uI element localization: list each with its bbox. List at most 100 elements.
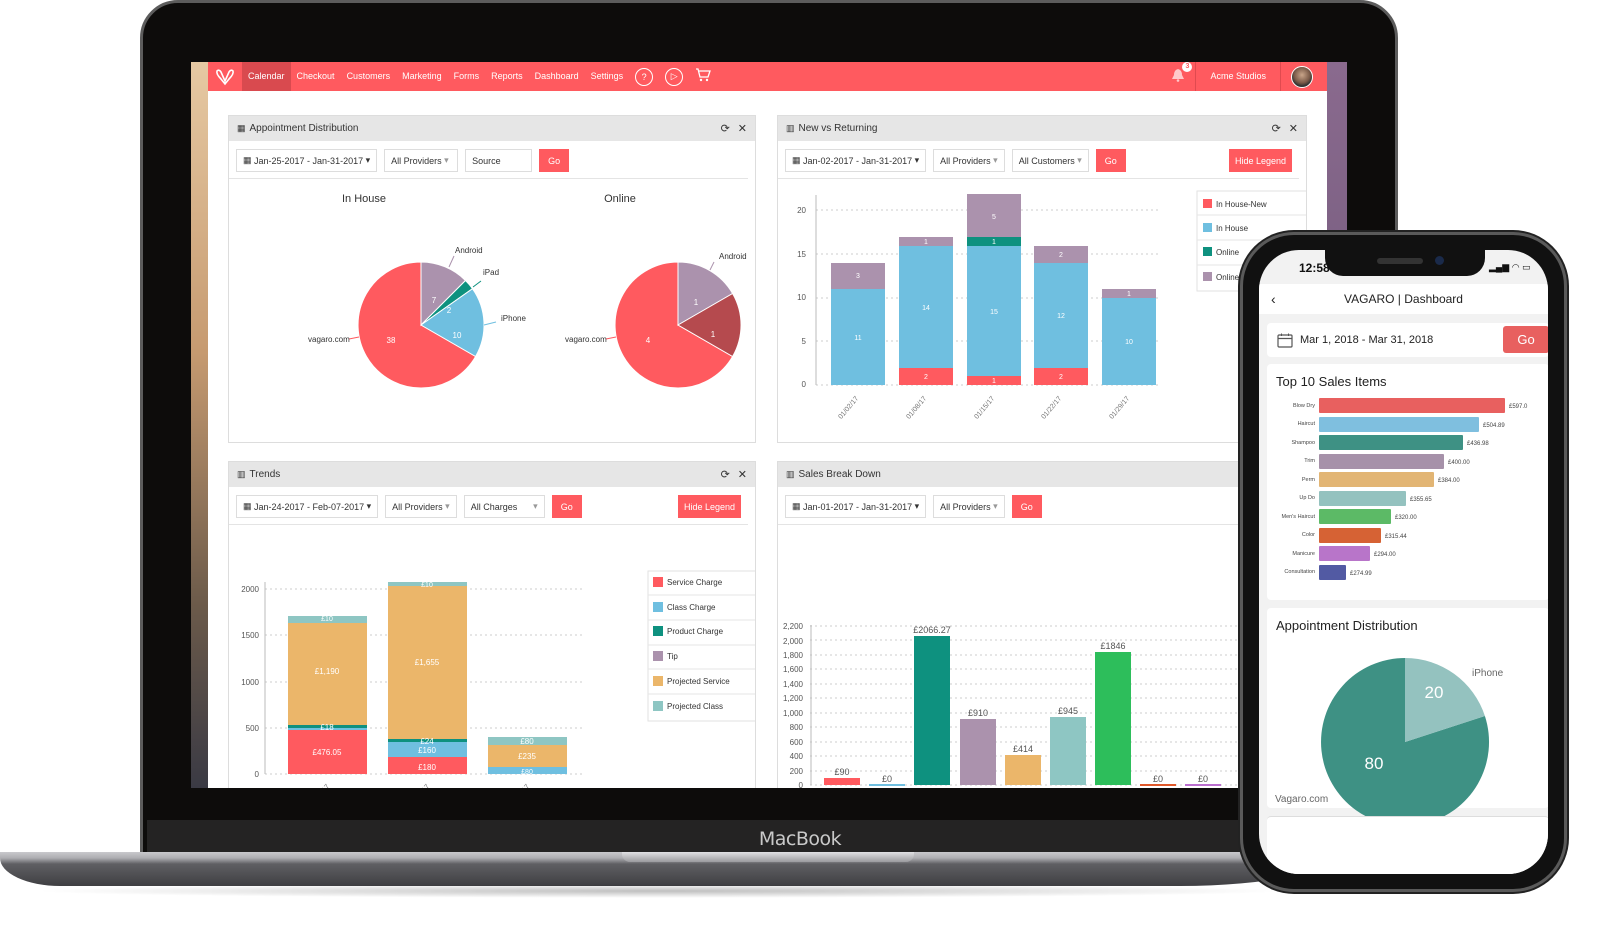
svg-text:15: 15 [797, 250, 806, 259]
phone-screen: 12:58 ▂▄▆ ◠ ▭ ‹ VAGARO | Dashboard Mar 1… [1259, 250, 1548, 874]
svg-text:Service Charge: Service Charge [667, 578, 723, 587]
phone-date-range[interactable]: Mar 1, 2018 - Mar 31, 2018 Go [1267, 323, 1548, 357]
svg-text:£80: £80 [521, 769, 533, 776]
svg-text:£476.05: £476.05 [313, 748, 342, 757]
hide-legend-button[interactable]: Hide Legend [677, 495, 741, 518]
bar-chart-icon: ▥ [786, 469, 795, 479]
trends-panel: ▥ Trends ⟳ ✕ ▦ Jan-24-2017 - Feb-07-2017 … [228, 461, 757, 788]
svg-text:Projected Service: Projected Service [667, 677, 730, 686]
svg-text:01/24/17: 01/24/17 [308, 783, 331, 788]
nav-forms[interactable]: Forms [453, 71, 480, 81]
svg-text:£910: £910 [968, 708, 988, 718]
date-range-picker[interactable]: ▦ Jan-25-2017 - Jan-31-2017 ▾ [236, 149, 378, 172]
go-button[interactable]: Go [551, 495, 582, 518]
svg-text:1,800: 1,800 [783, 651, 804, 660]
go-button[interactable]: Go [1095, 149, 1126, 172]
svg-text:2,000: 2,000 [783, 637, 804, 646]
customers-dropdown[interactable]: All Customers ▾ [1011, 149, 1089, 172]
nav-calendar[interactable]: Calendar [242, 62, 291, 91]
svg-text:Online: Online [1216, 273, 1240, 282]
help-icon[interactable]: ? [635, 67, 654, 86]
nav-checkout[interactable]: Checkout [296, 71, 335, 81]
svg-text:Online: Online [1216, 248, 1240, 257]
refresh-icon[interactable]: ⟳ [1271, 123, 1281, 135]
svg-text:Shampoo: Shampoo [1291, 440, 1315, 446]
svg-text:01/22/17: 01/22/17 [1040, 395, 1063, 420]
appointment-distribution-card: Appointment Distribution 20 80 iPhone Va… [1267, 608, 1548, 826]
date-range-picker[interactable]: ▦ Jan-01-2017 - Jan-31-2017 ▾ [785, 495, 927, 518]
refresh-icon[interactable]: ⟳ [720, 123, 730, 135]
svg-text:1,200: 1,200 [783, 694, 804, 703]
svg-text:Product Charge: Product Charge [667, 627, 724, 636]
hide-legend-button[interactable]: Hide Legend [1228, 149, 1292, 172]
svg-text:£0: £0 [1153, 774, 1163, 784]
svg-text:1500: 1500 [241, 631, 259, 640]
play-icon[interactable]: ▷ [665, 67, 684, 86]
svg-text:400: 400 [790, 752, 804, 761]
svg-text:£2066.27: £2066.27 [913, 625, 951, 635]
charges-dropdown[interactable]: All Charges ▾ [463, 495, 545, 518]
go-button[interactable]: Go [539, 149, 570, 172]
back-chevron-icon[interactable]: ‹ [1271, 291, 1276, 307]
chart-title-in-house: In House [342, 193, 386, 205]
phone-go-button[interactable]: Go [1503, 326, 1548, 353]
svg-text:600: 600 [790, 738, 804, 747]
svg-text:01/02/17: 01/02/17 [837, 395, 860, 420]
svg-text:£80: £80 [520, 737, 534, 746]
svg-text:3: 3 [856, 273, 860, 280]
svg-text:1: 1 [992, 378, 996, 385]
svg-text:01/08/17: 01/08/17 [905, 395, 928, 420]
svg-text:20: 20 [1425, 683, 1444, 702]
svg-text:iPhone: iPhone [501, 314, 526, 323]
providers-dropdown[interactable]: All Providers ▾ [384, 149, 459, 172]
svg-text:500: 500 [246, 724, 260, 733]
close-icon[interactable]: ✕ [1288, 123, 1298, 135]
svg-text:80: 80 [1365, 754, 1384, 773]
date-range-picker[interactable]: ▦ Jan-24-2017 - Feb-07-2017 ▾ [236, 495, 379, 518]
providers-dropdown[interactable]: All Providers ▾ [933, 495, 1005, 518]
nav-customers[interactable]: Customers [346, 71, 391, 81]
nav-dashboard[interactable]: Dashboard [534, 71, 579, 81]
svg-text:£10: £10 [421, 582, 433, 589]
close-icon[interactable]: ✕ [737, 469, 747, 481]
source-input[interactable]: Source [465, 149, 533, 172]
svg-text:Projected Class: Projected Class [667, 702, 723, 711]
vagaro-logo[interactable] [208, 62, 242, 91]
go-button[interactable]: Go [1011, 495, 1042, 518]
notifications-bell-icon[interactable]: 3 [1171, 62, 1193, 85]
svg-text:10: 10 [797, 293, 806, 302]
svg-text:1,400: 1,400 [783, 680, 804, 689]
svg-text:1,000: 1,000 [783, 709, 804, 718]
svg-text:£597.0: £597.0 [1509, 404, 1528, 410]
svg-text:In House: In House [1216, 224, 1249, 233]
svg-text:10: 10 [1125, 339, 1133, 346]
desktop-wallpaper [191, 62, 208, 788]
panel-title: New vs Returning [798, 123, 878, 134]
top-navigation-bar: Calendar Checkout Customers Marketing Fo… [208, 62, 1327, 91]
calendar-icon: ▦ [792, 155, 804, 165]
status-bar-time: 12:58 [1299, 261, 1330, 275]
svg-text:2: 2 [1059, 252, 1063, 259]
panel-title: Appointment Distribution [249, 123, 359, 134]
svg-text:£18: £18 [320, 723, 334, 732]
svg-text:£10: £10 [321, 616, 333, 623]
user-avatar[interactable] [1291, 65, 1313, 88]
nav-settings[interactable]: Settings [590, 71, 624, 81]
nav-reports[interactable]: Reports [491, 71, 523, 81]
svg-text:£24: £24 [420, 737, 434, 746]
refresh-icon[interactable]: ⟳ [720, 469, 730, 481]
svg-text:11: 11 [854, 335, 861, 342]
providers-dropdown[interactable]: All Providers ▾ [933, 149, 1005, 172]
close-icon[interactable]: ✕ [737, 123, 747, 135]
nav-marketing[interactable]: Marketing [402, 71, 442, 81]
top-sales-chart: Blow Dry Haircut Shampoo Trim Perm Up Do Men's… [1282, 398, 1528, 580]
svg-text:01/29/17: 01/29/17 [408, 783, 431, 788]
new-vs-returning-panel: ▥ New vs Returning ⟳ ✕ ▦ Jan-02-2017 - Ja… [777, 115, 1308, 443]
cart-icon[interactable] [695, 68, 712, 85]
svg-text:Haircut: Haircut [1298, 421, 1316, 427]
svg-text:2: 2 [447, 306, 452, 315]
business-name[interactable]: Acme Studios [1195, 62, 1281, 91]
providers-dropdown[interactable]: All Providers ▾ [385, 495, 457, 518]
svg-text:£400.00: £400.00 [1448, 460, 1470, 466]
date-range-picker[interactable]: ▦ Jan-02-2017 - Jan-31-2017 ▾ [785, 149, 927, 172]
